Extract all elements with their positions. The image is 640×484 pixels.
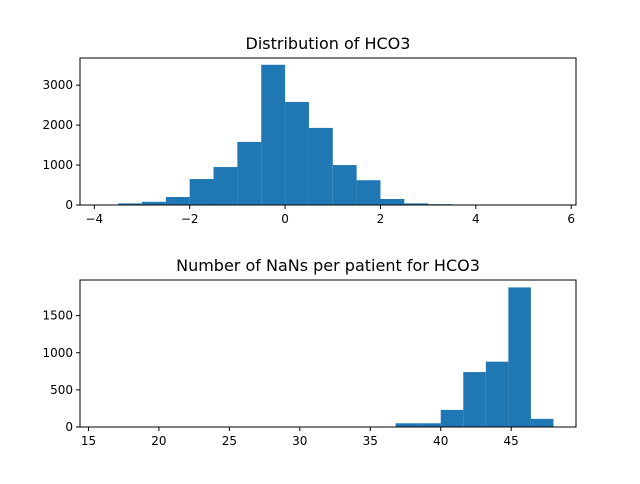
hco3-distribution-x-tick-label: 0	[281, 212, 289, 226]
hco3-distribution-bar	[333, 165, 357, 205]
hco3-distribution-y-tick-label: 1000	[42, 158, 73, 172]
hco3-distribution-bar	[285, 102, 309, 205]
hco3-distribution-x-tick-label: 4	[472, 212, 480, 226]
hco3-distribution-bar	[237, 142, 261, 205]
hco3-nan-count-x-tick-label: 15	[81, 434, 96, 448]
hco3-nan-count-bar	[531, 419, 554, 427]
hco3-nan-count-x-tick-label: 30	[292, 434, 307, 448]
hco3-distribution-bar	[357, 180, 381, 205]
hco3-distribution-y-tick-label: 2000	[42, 118, 73, 132]
hco3-nan-count-y-tick-label: 0	[65, 420, 73, 434]
hco3-distribution-x-tick-label: 2	[377, 212, 385, 226]
hco3-distribution-title: Distribution of HCO3	[246, 34, 411, 53]
hco3-nan-count-bar	[463, 372, 486, 427]
hco3-distribution-bar	[214, 167, 238, 205]
hco3-nan-count-bar	[418, 423, 441, 427]
hco3-nan-count-y-tick-label: 1000	[42, 346, 73, 360]
hco3-nan-count-x-tick-label: 45	[504, 434, 519, 448]
hco3-nan-count-bar	[486, 362, 509, 427]
hco3-nan-count-y-tick-label: 500	[50, 383, 73, 397]
hco3-distribution-bar	[166, 197, 190, 205]
hco3-nan-count-bar	[508, 287, 531, 427]
hco3-distribution-bar	[309, 128, 333, 205]
hco3-distribution-x-tick-label: −2	[181, 212, 199, 226]
hco3-distribution-x-tick-label: −4	[85, 212, 103, 226]
hco3-nan-count-x-tick-label: 20	[151, 434, 166, 448]
hco3-nan-count-x-tick-label: 25	[222, 434, 237, 448]
hco3-distribution-y-tick-label: 3000	[42, 78, 73, 92]
hco3-nan-count-y-tick-label: 1500	[42, 309, 73, 323]
hco3-distribution-bar	[261, 65, 285, 205]
hco3-nan-count-title: Number of NaNs per patient for HCO3	[176, 256, 480, 275]
hco3-nan-count-x-tick-label: 35	[363, 434, 378, 448]
hco3-distribution-x-tick-label: 6	[567, 212, 575, 226]
hco3-nan-count-x-tick-label: 40	[433, 434, 448, 448]
hco3-distribution-bar	[190, 179, 214, 205]
hco3-distribution-bar	[380, 199, 404, 205]
hco3-nan-count-bar	[396, 423, 419, 427]
hco3-nan-count-bar	[441, 410, 464, 427]
hco3-distribution-y-tick-label: 0	[65, 198, 73, 212]
